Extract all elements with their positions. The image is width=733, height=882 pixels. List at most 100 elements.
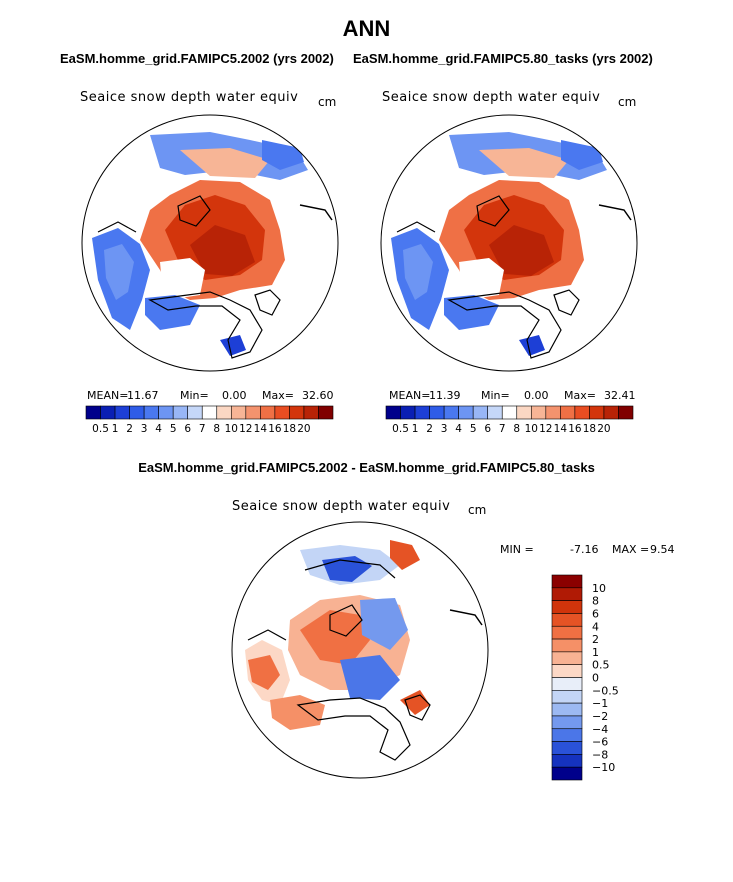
- colorbar-cell: [560, 405, 576, 420]
- colorbar-cell: [551, 702, 583, 717]
- colorbar-cell: [289, 405, 305, 420]
- panel1-field-label: Seaice snow depth water equiv: [80, 90, 299, 105]
- panel1-max-label: Max=: [262, 389, 294, 402]
- coastline-labrador: [396, 221, 436, 233]
- shading-darkred-arctic: [190, 225, 255, 276]
- coastline-eurasia: [148, 291, 263, 359]
- panel1-min-value: 0.00: [222, 389, 247, 402]
- colorbar-cell: [551, 754, 583, 768]
- colorbar-cell: [516, 405, 532, 420]
- colorbar-tick-label: −4: [592, 723, 608, 736]
- colorbar-cell: [458, 405, 474, 420]
- colorbar-cell: [114, 405, 130, 420]
- panel3-min-value: -7.16: [570, 543, 599, 556]
- coastline-alaska: [598, 204, 632, 221]
- colorbar-cell: [414, 405, 430, 420]
- colorbar-cell: [551, 651, 583, 665]
- colorbar-tick-label: 1: [592, 646, 599, 659]
- colorbar-tick-label: 4: [592, 620, 599, 633]
- panel2-map: [381, 115, 637, 371]
- colorbar-tick-label: −1: [592, 697, 608, 710]
- colorbar-tick-label: 7: [199, 423, 206, 435]
- coastline-archipelago: [476, 195, 510, 227]
- colorbar-tick-label: 3: [441, 423, 448, 435]
- colorbar-cell: [400, 405, 416, 420]
- colorbar-cell: [129, 405, 145, 420]
- colorbar-cell: [551, 766, 583, 781]
- panel1-map: [82, 115, 338, 371]
- colorbar-cell: [274, 405, 290, 420]
- panel2-mean-value: 11.39: [429, 389, 461, 402]
- colorbar-tick-label: 0.5: [92, 423, 109, 435]
- colorbar-cell: [603, 405, 619, 420]
- panel3-max-label: MAX =: [612, 543, 650, 556]
- coastline-pacific: [304, 559, 396, 579]
- colorbar-cell: [303, 405, 319, 420]
- colorbar-cell: [551, 741, 583, 755]
- colorbar-tick-label: 20: [297, 423, 310, 435]
- colorbar-cell: [551, 625, 583, 640]
- colorbar-tick-label: 1: [412, 423, 419, 435]
- panel3-max-value: 9.54: [650, 543, 675, 556]
- colorbar-tick-label: 3: [141, 423, 148, 435]
- panel1-mean-value: 11.67: [127, 389, 159, 402]
- shading-blue-bering: [262, 140, 304, 170]
- colorbar-cell: [216, 405, 232, 420]
- colorbar-cell: [501, 405, 518, 420]
- shading-orange-arctic: [300, 610, 370, 665]
- colorbar-cell: [551, 715, 583, 730]
- coastline-eurasia: [296, 697, 411, 761]
- colorbar-cell: [618, 405, 634, 420]
- panel2-min-label: Min=: [481, 389, 510, 402]
- colorbar-tick-label: 2: [592, 633, 599, 646]
- coastline-alaska: [299, 204, 333, 221]
- colorbar-cell: [589, 405, 605, 420]
- shading-blue-bering: [561, 140, 603, 170]
- colorbar-cell: [551, 690, 583, 704]
- colorbar-tick-label: 6: [484, 423, 491, 435]
- shading-blue-eurasia: [340, 655, 400, 700]
- colorbar-tick-label: 4: [155, 423, 162, 435]
- colorbar-tick-label: −2: [592, 710, 608, 723]
- colorbar-tick-label: 16: [568, 423, 582, 435]
- colorbar-cell: [143, 405, 159, 420]
- colorbar-tick-label: 0.5: [392, 423, 409, 435]
- shading-darkred-arctic: [489, 225, 554, 276]
- coastline-labrador: [247, 629, 287, 641]
- colorbar-tick-label: 18: [283, 423, 296, 435]
- shading-blue-arctic: [360, 598, 408, 650]
- colorbar-cell: [443, 405, 459, 420]
- colorbar-tick-label: −10: [592, 761, 615, 774]
- colorbar-cell: [472, 405, 489, 420]
- colorbar-cell: [551, 587, 583, 601]
- colorbar-tick-label: 16: [268, 423, 282, 435]
- shading-orange-siberia: [400, 690, 430, 715]
- colorbar-cell: [100, 405, 116, 420]
- colorbar-tick-label: 5: [170, 423, 177, 435]
- colorbar-tick-label: 8: [592, 595, 599, 608]
- colorbar-cell: [201, 405, 218, 420]
- panel2-min-value: 0.00: [524, 389, 549, 402]
- coastline-eurasia: [447, 291, 562, 359]
- panel2-map-border: [380, 114, 638, 372]
- colorbar-cell: [187, 405, 203, 420]
- coastline-archipelago: [177, 195, 211, 227]
- shading-blue-barents: [145, 295, 200, 330]
- panel1-mean-label: MEAN=: [87, 389, 129, 402]
- panel2-field-label: Seaice snow depth water equiv: [382, 90, 601, 105]
- colorbar-cell: [551, 638, 583, 653]
- panel2-mean-label: MEAN=: [389, 389, 431, 402]
- colorbar-cell: [551, 677, 583, 691]
- colorbar-cell: [385, 405, 401, 420]
- colorbar-cell: [318, 405, 334, 420]
- shading-blue-baltic: [519, 335, 545, 356]
- shading-lightblue-atlantic: [403, 244, 433, 300]
- coastline-island: [553, 289, 580, 316]
- colorbar-cell: [551, 574, 583, 589]
- colorbar-tick-label: 14: [254, 423, 268, 435]
- shading-orange-atlantic: [248, 655, 280, 690]
- shading-salmon-pacific: [479, 148, 569, 178]
- coastline-island: [254, 289, 281, 316]
- colorbar-tick-label: −6: [592, 736, 608, 749]
- page-title: ANN: [342, 16, 391, 41]
